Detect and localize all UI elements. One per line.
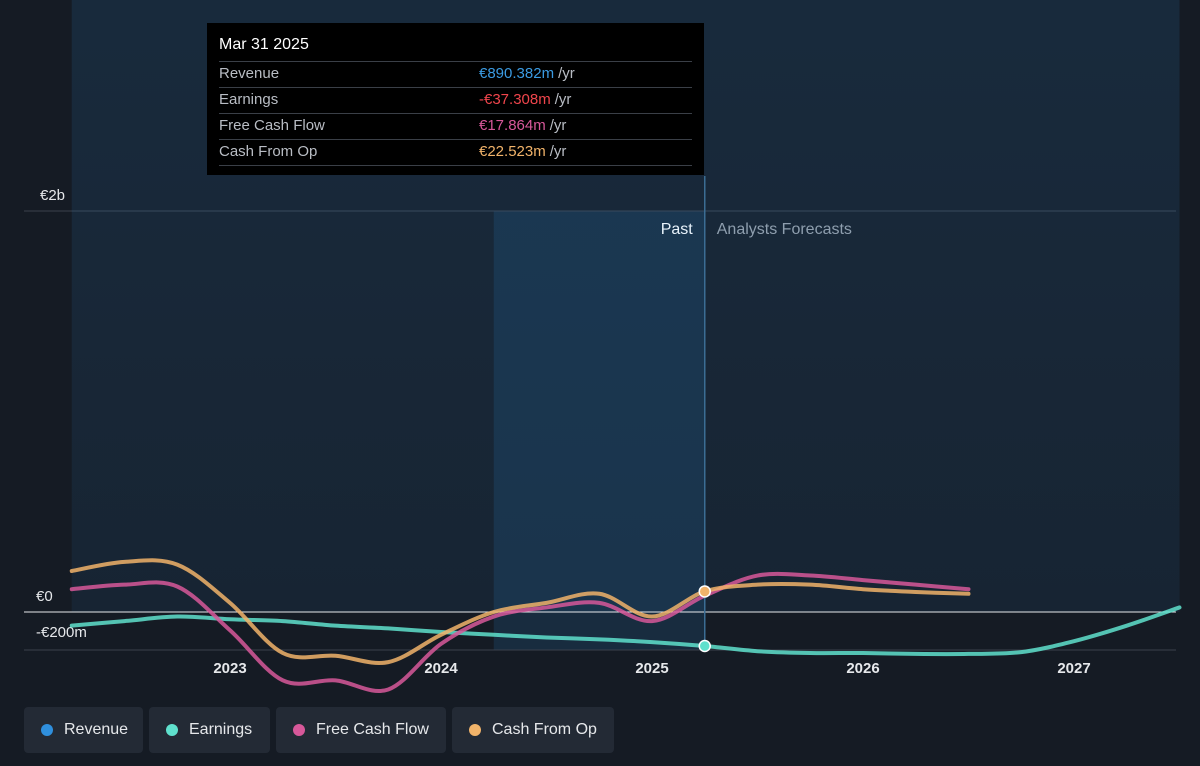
x-tick-label: 2025: [635, 660, 668, 677]
tooltip-row-cash-from-op: Cash From Op €22.523m/yr: [219, 139, 692, 166]
legend-label: Revenue: [64, 721, 129, 738]
x-tick-label: 2023: [213, 660, 246, 677]
tooltip-row-earnings: Earnings -€37.308m/yr: [219, 87, 692, 113]
tooltip-value-number: €22.523m: [479, 143, 546, 160]
earnings-line: [69, 605, 1182, 657]
tooltip-row-revenue: Revenue €890.382m/yr: [219, 61, 692, 87]
tooltip-row-free-cash-flow: Free Cash Flow €17.864m/yr: [219, 113, 692, 139]
cash-from-op-dot-icon: [469, 724, 481, 736]
legend-label: Cash From Op: [492, 721, 597, 738]
legend-item-revenue[interactable]: Revenue: [24, 707, 143, 753]
y-tick-label: -€200m: [36, 624, 87, 641]
tooltip-date: Mar 31 2025: [219, 36, 309, 53]
tooltip-value: €890.382m/yr: [479, 62, 575, 86]
tooltip-unit: /yr: [549, 143, 567, 160]
tooltip-unit: /yr: [549, 117, 567, 134]
x-tick-label: 2027: [1057, 660, 1090, 677]
tooltip-value-number: €890.382m: [479, 65, 555, 82]
earnings-dot-icon: [166, 724, 178, 736]
y-tick-label: €0: [36, 588, 53, 605]
tooltip-value-number: €17.864m: [479, 117, 546, 134]
legend-item-earnings[interactable]: Earnings: [149, 707, 270, 753]
tooltip-value-number: -€37.308m: [479, 91, 551, 108]
legend-item-free-cash-flow[interactable]: Free Cash Flow: [276, 707, 446, 753]
cash-from-op-marker: [698, 585, 711, 598]
earnings-marker: [698, 639, 711, 653]
free-cash-flow-dot-icon: [293, 724, 305, 736]
tooltip: Mar 31 2025 Revenue €890.382m/yr Earning…: [207, 23, 704, 175]
free-cash-flow-line: [69, 571, 971, 693]
y-tick-label: €2b: [40, 187, 65, 204]
cash-from-op-line: [69, 558, 971, 665]
tooltip-label: Revenue: [219, 65, 280, 82]
x-tick-label: 2026: [846, 660, 879, 677]
tooltip-value: -€37.308m/yr: [479, 88, 571, 112]
tooltip-value: €22.523m/yr: [479, 140, 566, 164]
revenue-dot-icon: [41, 724, 53, 736]
tooltip-value: €17.864m/yr: [479, 114, 566, 138]
tooltip-label: Cash From Op: [219, 143, 318, 160]
tooltip-unit: /yr: [554, 91, 572, 108]
legend-item-cash-from-op[interactable]: Cash From Op: [452, 707, 614, 753]
legend-label: Earnings: [189, 721, 253, 738]
tooltip-unit: /yr: [558, 65, 575, 82]
legend-label: Free Cash Flow: [316, 721, 429, 738]
tooltip-label: Earnings: [219, 91, 279, 108]
x-tick-label: 2024: [424, 660, 458, 677]
tooltip-label: Free Cash Flow: [219, 117, 325, 134]
